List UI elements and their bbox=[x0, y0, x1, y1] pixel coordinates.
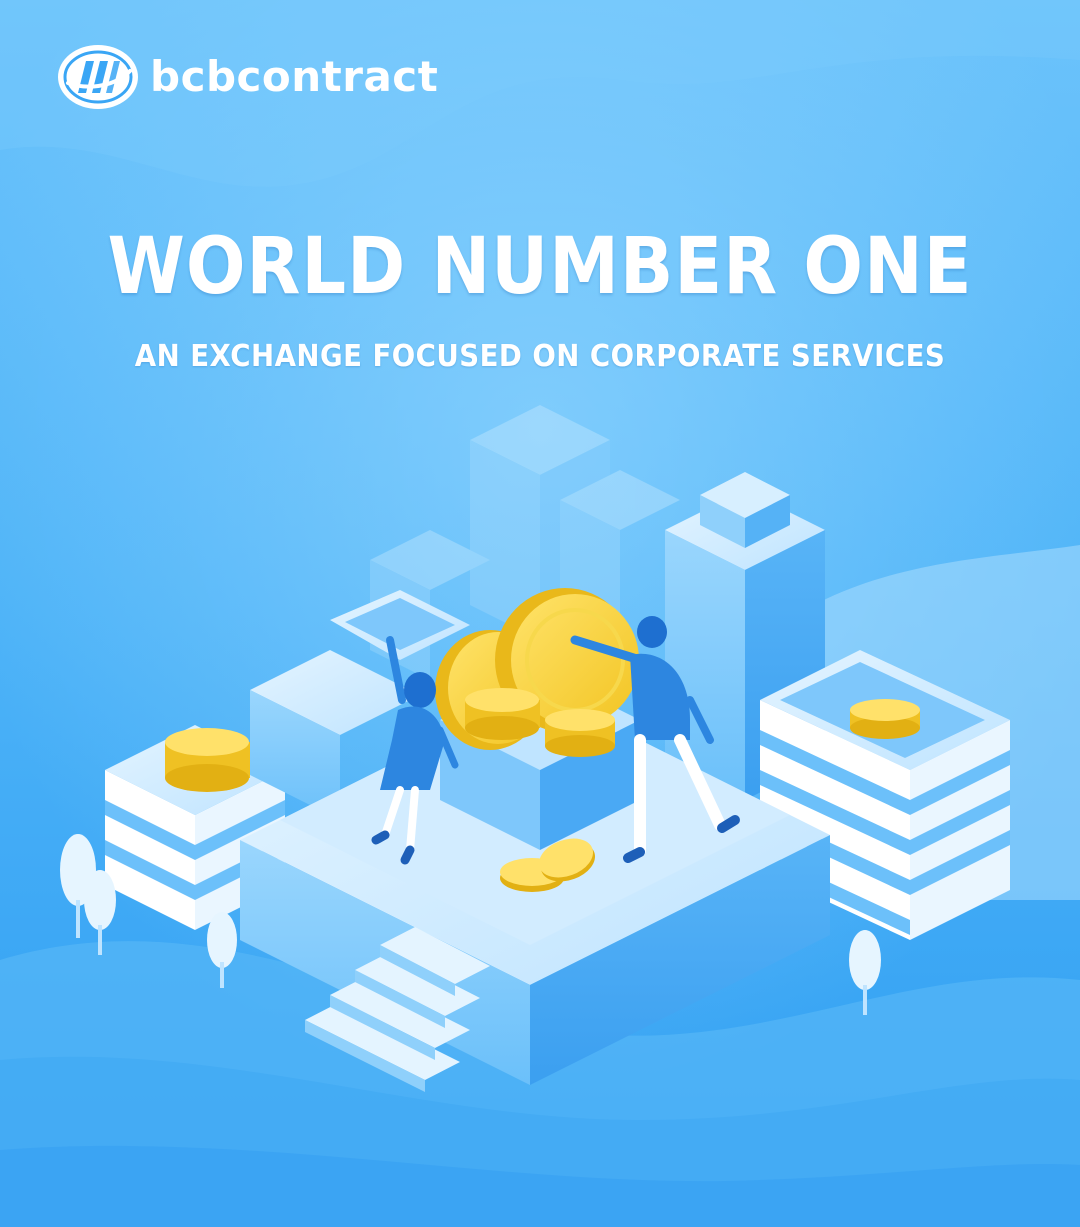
trees bbox=[60, 834, 881, 1015]
left-block bbox=[250, 590, 470, 820]
bcb-logo-icon bbox=[58, 45, 138, 109]
brand-name: bcbcontract bbox=[150, 52, 439, 101]
hero-subtitle: AN EXCHANGE FOCUSED ON CORPORATE SERVICE… bbox=[134, 339, 946, 374]
coin-stacks bbox=[165, 688, 920, 892]
figure-woman bbox=[371, 636, 459, 865]
figure-man bbox=[570, 616, 740, 863]
stairs bbox=[305, 927, 490, 1092]
brand-logo[interactable]: bcbcontract bbox=[56, 42, 438, 112]
hero-title: WORLD NUMBER ONE bbox=[107, 222, 973, 312]
